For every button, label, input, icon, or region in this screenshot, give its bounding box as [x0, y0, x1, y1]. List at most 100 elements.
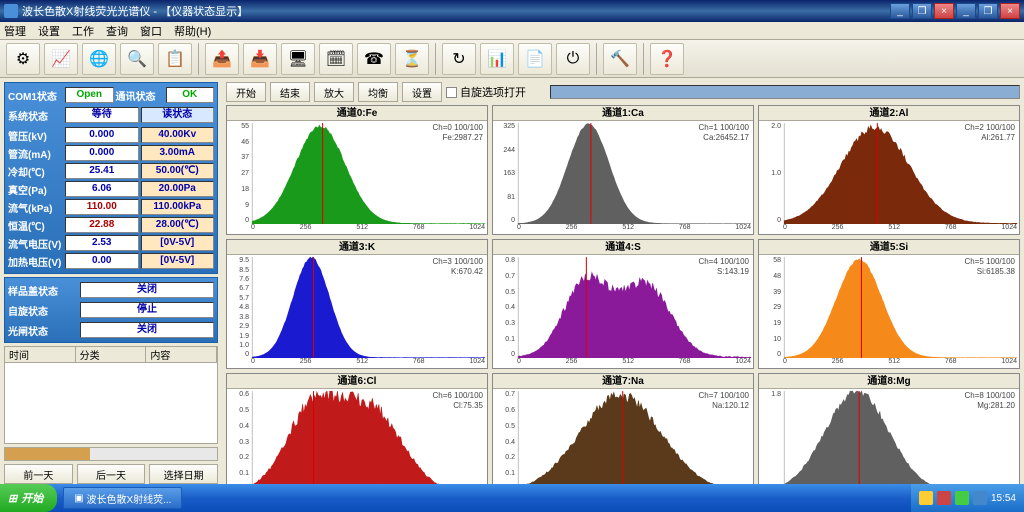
- outer-minimize-button[interactable]: _: [956, 3, 976, 19]
- toolbar-refresh-icon[interactable]: ↻: [442, 43, 476, 75]
- start-button-taskbar[interactable]: ⊞ 开始: [0, 484, 57, 512]
- toolbar-chart-icon[interactable]: 📈: [44, 43, 78, 75]
- taskbar-item[interactable]: ▣ 波长色散X射线荧...: [63, 487, 182, 509]
- status-label: 真空(Pa): [8, 182, 63, 197]
- toolbar-power-icon[interactable]: ⏻: [556, 43, 590, 75]
- x-axis: 02565127681024: [783, 224, 1017, 234]
- status-row: 恒温(℃) 22.88 28.00(℃): [8, 216, 214, 234]
- x-axis: 02565127681024: [251, 224, 485, 234]
- chart-title: 通道4:S: [493, 240, 753, 255]
- menu-item[interactable]: 设置: [38, 23, 60, 39]
- system-tray[interactable]: 15:54: [911, 484, 1024, 512]
- tray-icon[interactable]: [955, 491, 969, 505]
- tray-icon[interactable]: [973, 491, 987, 505]
- toolbar-search-icon[interactable]: 🔍: [120, 43, 154, 75]
- tray-icon[interactable]: [937, 491, 951, 505]
- status-label: 自旋状态: [8, 303, 78, 318]
- x-axis: 02565127681024: [517, 358, 751, 368]
- prev-day-button[interactable]: 前一天: [4, 464, 73, 484]
- toolbar-help-icon[interactable]: ❓: [650, 43, 684, 75]
- y-axis: 0.80.70.50.40.30.10: [493, 257, 517, 358]
- toolbar-doc-icon[interactable]: 📄: [518, 43, 552, 75]
- status-value: 110.00: [65, 199, 139, 215]
- start-button[interactable]: 开始: [226, 82, 266, 102]
- chart-grid: 通道0:Fe Ch=0 100/100Fe:2987.27 5546372718…: [226, 105, 1020, 504]
- toolbar-gears-icon[interactable]: ⚙: [6, 43, 40, 75]
- chart-panel[interactable]: 通道4:S Ch=4 100/100S:143.19 0.80.70.50.40…: [492, 239, 754, 369]
- menu-item[interactable]: 查询: [106, 23, 128, 39]
- minimize-button[interactable]: _: [890, 3, 910, 19]
- chart-body: Ch=2 100/100Al:261.77 2.01.00 0256512768…: [759, 121, 1019, 234]
- y-axis: 0.60.50.40.30.20.10.0: [227, 391, 251, 492]
- toolbar-monitor-icon[interactable]: 🖥: [281, 43, 315, 75]
- status-target: [0V-5V]: [141, 253, 215, 269]
- comm-value: OK: [166, 87, 215, 103]
- chart-panel[interactable]: 通道1:Ca Ch=1 100/100Ca:26452.17 325244163…: [492, 105, 754, 235]
- toolbar-grid-icon[interactable]: 🗓: [319, 43, 353, 75]
- outer-restore-button[interactable]: ❐: [978, 3, 998, 19]
- status-row: 真空(Pa) 6.06 20.00Pa: [8, 180, 214, 198]
- outer-close-button[interactable]: ×: [1000, 3, 1020, 19]
- clock: 15:54: [991, 493, 1016, 504]
- start-label: 开始: [21, 490, 43, 506]
- status-target: [0V-5V]: [141, 235, 215, 251]
- restore-button[interactable]: ❐: [912, 3, 932, 19]
- chart-panel[interactable]: 通道5:Si Ch=5 100/100Si:6185.38 5848392919…: [758, 239, 1020, 369]
- status-target: 3.00mA: [141, 145, 215, 161]
- toolbar-bars-icon[interactable]: 📊: [480, 43, 514, 75]
- chart-panel[interactable]: 通道0:Fe Ch=0 100/100Fe:2987.27 5546372718…: [226, 105, 488, 235]
- toolbar-hammer-icon[interactable]: 🔨: [603, 43, 637, 75]
- chart-info: Ch=7 100/100Na:120.12: [699, 391, 750, 410]
- chart-body: Ch=0 100/100Fe:2987.27 554637271890 0256…: [227, 121, 487, 234]
- status-row: 光闸状态 关闭: [8, 321, 214, 339]
- status-target: 110.00kPa: [141, 199, 215, 215]
- x-axis: 02565127681024: [517, 224, 751, 234]
- table-col: 分类: [76, 347, 147, 362]
- status-value: 6.06: [65, 181, 139, 197]
- autospin-checkbox[interactable]: 自旋选项打开: [446, 84, 526, 100]
- settings-button[interactable]: 设置: [402, 82, 442, 102]
- status-row: 加热电压(V) 0.00 [0V-5V]: [8, 252, 214, 270]
- x-axis: 02565127681024: [783, 358, 1017, 368]
- zoom-button[interactable]: 放大: [314, 82, 354, 102]
- toolbar-phone-icon[interactable]: ☎: [357, 43, 391, 75]
- chart-info: Ch=2 100/100Al:261.77: [965, 123, 1016, 142]
- status-sys-row: 系统状态 等待 读状态: [8, 106, 214, 124]
- chart-body: Ch=5 100/100Si:6185.38 5848392919100 025…: [759, 255, 1019, 368]
- chart-panel[interactable]: 通道2:Al Ch=2 100/100Al:261.77 2.01.00 025…: [758, 105, 1020, 235]
- toolbar-hourglass-icon[interactable]: ⏳: [395, 43, 429, 75]
- status-com-row: COM1状态 Open 通讯状态 OK: [8, 86, 214, 104]
- toolbar-list-icon[interactable]: 📋: [158, 43, 192, 75]
- log-scrollbar[interactable]: [4, 447, 218, 461]
- autospin-label: 自旋选项打开: [460, 84, 526, 100]
- chart-title: 通道8:Mg: [759, 374, 1019, 389]
- status-row: 流气电压(V) 2.53 [0V-5V]: [8, 234, 214, 252]
- tray-icon[interactable]: [919, 491, 933, 505]
- toolbar-globe-icon[interactable]: 🌐: [82, 43, 116, 75]
- main-area: COM1状态 Open 通讯状态 OK 系统状态 等待 读状态 管压(kV) 0…: [0, 78, 1024, 488]
- status-value: 停止: [80, 302, 214, 318]
- pick-date-button[interactable]: 选择日期: [149, 464, 218, 484]
- end-button[interactable]: 结束: [270, 82, 310, 102]
- chart-panel[interactable]: 通道3:K Ch=3 100/100K:670.42 9.58.57.66.75…: [226, 239, 488, 369]
- chart-info: Ch=6 100/100Cl:75.35: [433, 391, 484, 410]
- windows-icon: ⊞: [8, 492, 17, 505]
- toolbar-upload-icon[interactable]: 📤: [205, 43, 239, 75]
- status-value: 22.88: [65, 217, 139, 233]
- sys-read[interactable]: 读状态: [141, 107, 215, 123]
- menu-item[interactable]: 管理: [4, 23, 26, 39]
- toolbar-import-icon[interactable]: 📥: [243, 43, 277, 75]
- taskbar-item-label: 波长色散X射线荧...: [86, 491, 171, 506]
- menu-item[interactable]: 帮助(H): [174, 23, 211, 39]
- menu-item[interactable]: 工作: [72, 23, 94, 39]
- next-day-button[interactable]: 后一天: [77, 464, 146, 484]
- menu-item[interactable]: 窗口: [140, 23, 162, 39]
- toolbar-sep: [198, 43, 199, 75]
- avg-button[interactable]: 均衡: [358, 82, 398, 102]
- inner-close-button[interactable]: ×: [934, 3, 954, 19]
- status-label: 样品盖状态: [8, 283, 78, 298]
- sys-label: 系统状态: [8, 108, 63, 123]
- chart-info: Ch=1 100/100Ca:26452.17: [699, 123, 750, 142]
- chart-title: 通道6:Cl: [227, 374, 487, 389]
- log-table: 时间分类内容: [4, 346, 218, 444]
